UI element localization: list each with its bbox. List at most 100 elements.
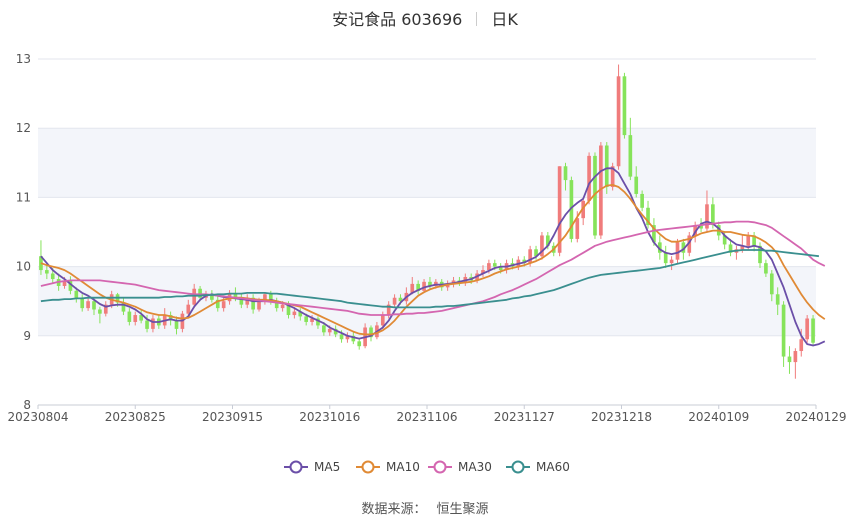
candle-body [286,304,291,316]
candle-body [799,339,804,352]
candle [145,315,149,333]
candle [351,332,356,345]
candle [263,292,267,305]
candle-body [327,328,332,333]
candle [103,301,108,317]
candle-body [522,259,527,264]
legend-item-ma10[interactable]: MA10 [356,460,420,474]
candle [593,152,597,239]
line-ma30 [40,220,826,316]
candle-body [569,180,574,239]
candle-body [139,315,143,321]
candle-body [634,176,639,194]
candle [640,190,644,212]
candle-body [133,315,138,322]
candle-body [728,244,733,253]
candle-body [681,242,686,253]
candle-body [487,263,491,271]
candle-body [351,335,356,342]
candle [481,265,485,277]
candle-body [711,204,715,226]
legend-item-ma5[interactable]: MA5 [284,460,340,474]
moving-average-lines [40,167,826,347]
candle-body [740,245,745,250]
legend-marker-icon [433,460,447,474]
candle-body [298,311,303,317]
candle-body [198,288,202,298]
candle-body [752,235,756,246]
candle-body [581,200,586,219]
candle-body [304,316,309,322]
candle-body [587,155,591,201]
candle [86,297,90,311]
candle-body [793,351,798,363]
candle-body [215,299,220,309]
candle-body [722,235,727,245]
candle-body [746,235,751,246]
gridlines [38,58,816,406]
candle-body [245,297,250,305]
candle [657,235,662,260]
candle-body [575,218,580,239]
legend[interactable]: MA5 MA10 MA30 MA60 [284,460,570,474]
candle-body [168,315,173,321]
y-tick-label: 11 [16,190,31,204]
candle-body [386,304,391,316]
x-tick-label: 20240109 [688,410,749,424]
candle-body [257,301,261,310]
candle-body [174,320,179,329]
candle-body [563,166,568,181]
candle [663,245,668,268]
candle-body [481,270,485,274]
candle [769,270,774,302]
candle [416,280,420,295]
candle-body [652,225,656,243]
legend-item-ma30[interactable]: MA30 [428,460,492,474]
candle [781,301,786,367]
candle [422,279,426,293]
candle-body [380,315,385,326]
candle [793,348,798,379]
candle [563,162,568,191]
candle [292,308,297,319]
candle-body [92,301,96,310]
candle-body [769,273,774,295]
candle-body [98,309,102,314]
candle [139,309,143,324]
candle-body [628,135,633,177]
candle-body [622,76,627,136]
candle [298,308,303,321]
candle [251,294,255,314]
candle-body [657,242,662,253]
candle [775,287,780,316]
legend-label: MA10 [386,460,420,474]
candle [245,294,250,309]
candle-body [322,325,326,333]
legend-label: MA30 [458,460,492,474]
candle-body [646,207,650,226]
x-tick-label: 20231016 [299,410,360,424]
candle-body [251,297,255,310]
y-tick-label: 13 [16,52,31,66]
candle [127,308,132,326]
candle [728,238,733,257]
legend-label: MA60 [536,460,570,474]
candle [764,259,768,277]
candle [133,311,138,326]
candle-body [787,356,792,363]
candle-body [693,225,698,236]
candle-body [699,225,703,229]
candle [569,176,574,243]
candle-body [764,263,768,274]
candle [628,117,633,181]
candle-body [687,235,692,253]
candle-body [192,288,197,305]
candle-body [451,280,456,284]
candle-body [540,235,544,257]
candle [634,166,639,198]
candle [669,256,674,271]
candle-body [80,297,85,309]
candle-body [103,304,108,314]
candle-body [498,266,503,271]
legend-item-ma60[interactable]: MA60 [506,460,570,474]
